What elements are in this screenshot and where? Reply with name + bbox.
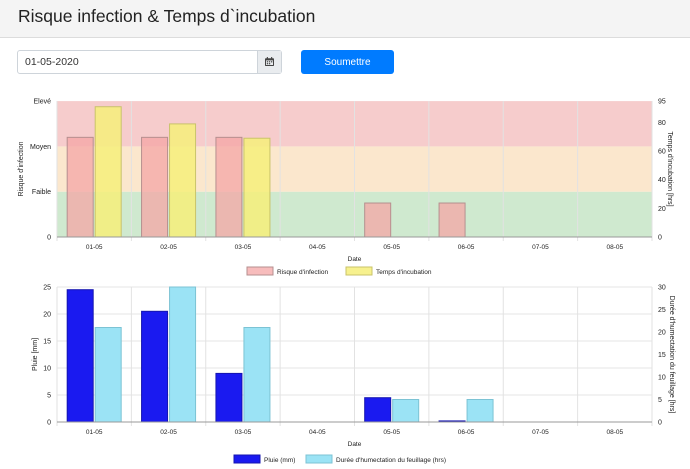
y-tick-label-left: 25 <box>43 285 51 292</box>
y-tick-label-left: 0 <box>47 235 51 242</box>
y-tick-label-left: 0 <box>47 420 51 427</box>
bar-incubation-time <box>94 106 122 238</box>
legend-swatch <box>345 266 373 276</box>
y-tick-label-left: 10 <box>43 366 51 373</box>
x-tick-label: 02-05 <box>160 429 177 436</box>
x-tick-label: 04-05 <box>309 244 326 251</box>
x-tick-label: 02-05 <box>160 244 177 251</box>
x-tick-label: 01-05 <box>86 429 103 436</box>
bar-incubation-time <box>169 123 197 238</box>
y-tick-label-right: 30 <box>658 285 666 292</box>
page-header: Risque infection & Temps d`incubation <box>0 0 690 38</box>
x-tick-label: 08-05 <box>607 429 624 436</box>
page-title: Risque infection & Temps d`incubation <box>18 6 316 26</box>
legend-label: Temps d'incubation <box>376 269 432 276</box>
y-tick-label-right: 15 <box>658 352 666 359</box>
y-axis-label-right: Temps d'incubation [hrs] <box>666 131 673 206</box>
bar-rain <box>215 372 243 423</box>
bar-infection-risk <box>141 136 169 238</box>
legend-label: Pluie (mm) <box>264 457 295 464</box>
x-tick-label: 05-05 <box>383 429 400 436</box>
infection-risk-chart: 01-05 02-05 03-05 04-05 05-05 06-05 07-05 08-05… <box>18 99 673 277</box>
bar-leaf-wetness <box>466 399 494 423</box>
bar-leaf-wetness <box>94 327 122 423</box>
y-tick-label-left: Elevé <box>33 99 51 106</box>
y-tick-label-right: 0 <box>658 420 662 427</box>
legend-label: Risque d'infection <box>277 269 328 276</box>
x-tick-label: 06-05 <box>458 429 475 436</box>
submit-button[interactable]: Soumettre <box>301 50 394 74</box>
bar-incubation-time <box>243 137 271 238</box>
x-axis-label: Date <box>348 441 362 448</box>
x-tick-label: 03-05 <box>235 429 252 436</box>
y-tick-label-right: 95 <box>658 99 666 106</box>
y-axis-label-left: Risque d'infection <box>18 141 25 196</box>
y-tick-label-right: 10 <box>658 375 666 382</box>
bar-infection-risk <box>215 136 243 238</box>
bar-infection-risk <box>438 202 466 238</box>
y-tick-label-right: 20 <box>658 330 666 337</box>
x-tick-label: 03-05 <box>235 244 252 251</box>
bar-leaf-wetness <box>169 286 197 423</box>
legend-swatch <box>246 266 274 276</box>
x-tick-label: 08-05 <box>607 244 624 251</box>
bar-rain <box>364 397 392 423</box>
y-tick-label-right: 5 <box>658 397 662 404</box>
y-axis-label-right: Durée d'humectation du feuillage [hrs] <box>668 296 675 414</box>
legend-swatch <box>305 454 333 464</box>
y-tick-label-right: 80 <box>658 120 666 127</box>
x-axis-label: Date <box>348 256 362 263</box>
x-tick-label: 07-05 <box>532 429 549 436</box>
bar-infection-risk <box>364 202 392 238</box>
y-tick-label-right: 25 <box>658 307 666 314</box>
bar-infection-risk <box>66 136 94 238</box>
y-tick-label-right: 40 <box>658 177 666 184</box>
legend-label: Durée d'humectation du feuillage (hrs) <box>336 457 446 464</box>
x-tick-label: 01-05 <box>86 244 103 251</box>
y-tick-label-right: 20 <box>658 206 666 213</box>
rain-wetness-chart: 01-05 02-05 03-05 04-05 05-05 06-05 07-05 08-05… <box>32 285 675 465</box>
bar-leaf-wetness <box>392 399 420 423</box>
y-tick-label-left: 20 <box>43 312 51 319</box>
x-tick-label: 05-05 <box>383 244 400 251</box>
date-picker[interactable] <box>17 50 282 74</box>
legend-swatch <box>233 454 261 464</box>
bar-rain <box>141 310 169 423</box>
bar-leaf-wetness <box>243 327 271 423</box>
y-tick-label-right: 0 <box>658 235 662 242</box>
bar-rain <box>66 289 94 423</box>
y-tick-label-left: 5 <box>47 393 51 400</box>
y-tick-label-left: 15 <box>43 339 51 346</box>
y-axis-label-left: Pluie [mm] <box>32 338 39 371</box>
date-input[interactable] <box>18 51 256 73</box>
calendar-button[interactable] <box>257 51 281 73</box>
y-tick-label-left: Moyen <box>30 144 51 151</box>
calendar-icon <box>265 57 274 66</box>
y-tick-label-right: 60 <box>658 149 666 156</box>
x-tick-label: 06-05 <box>458 244 475 251</box>
x-tick-label: 07-05 <box>532 244 549 251</box>
y-tick-label-left: Faible <box>32 189 51 196</box>
x-tick-label: 04-05 <box>309 429 326 436</box>
